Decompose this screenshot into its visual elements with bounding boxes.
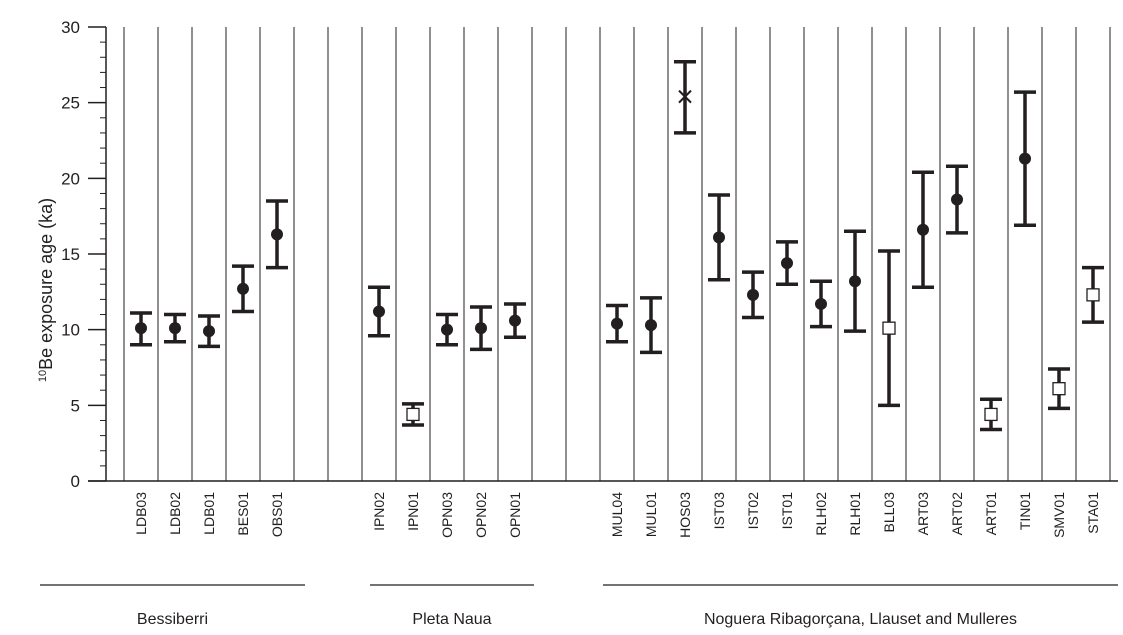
y-axis-title-text: Be exposure age (ka): [36, 198, 56, 370]
category-label: STA01: [1085, 492, 1101, 534]
y-tick-label: 10: [61, 321, 80, 340]
category-label: OBS01: [269, 492, 285, 537]
sample-bes01: [232, 264, 254, 314]
sample-art02: [946, 164, 968, 235]
sample-opn03: [436, 312, 458, 347]
category-label: ART03: [915, 492, 931, 536]
y-tick-label: 30: [61, 18, 80, 37]
data-point-open: [984, 407, 998, 422]
data-point-filled: [509, 314, 521, 327]
data-point-filled: [611, 317, 623, 330]
category-label: MUL04: [609, 492, 625, 537]
data-point-filled: [1019, 152, 1031, 165]
sample-obs01: [266, 199, 288, 270]
data-series: [130, 60, 1104, 432]
category-label: BLL03: [881, 492, 897, 533]
category-label: LDB02: [167, 492, 183, 535]
y-tick-label: 25: [61, 94, 80, 113]
category-label: MUL01: [643, 492, 659, 537]
sample-ldb02: [164, 312, 186, 344]
category-label: IST02: [745, 492, 761, 530]
y-tick-label: 20: [61, 169, 80, 188]
data-point-filled: [373, 305, 385, 318]
data-point-filled: [815, 297, 827, 310]
data-point-filled: [475, 322, 487, 335]
data-point-filled: [237, 282, 249, 295]
sample-ipn02: [368, 285, 390, 338]
category-label: BES01: [235, 492, 251, 536]
category-label: IPN01: [405, 492, 421, 531]
category-labels: LDB03 LDB02 LDB01 BES01 OBS01 IPN02 IPN01 OPN03…: [133, 492, 1101, 538]
data-point-open: [882, 321, 896, 335]
y-tick-label: 15: [61, 245, 80, 264]
sample-ist01: [776, 240, 798, 287]
data-point-open: [406, 407, 420, 422]
data-point-filled: [441, 323, 453, 336]
sample-ldb01: [198, 314, 220, 349]
data-point-filled: [645, 319, 657, 332]
sample-mul01: [640, 296, 662, 355]
category-label: OPN02: [473, 492, 489, 538]
category-label: LDB03: [133, 492, 149, 535]
category-label: SMV01: [1051, 492, 1067, 538]
sample-ldb03: [130, 311, 152, 347]
sample-rlh01: [844, 229, 866, 333]
data-point-cross: [678, 89, 692, 104]
sample-opn01: [504, 302, 526, 339]
cross-stroke: [678, 89, 692, 104]
category-label: RLH02: [813, 492, 829, 536]
data-point-filled: [849, 275, 861, 288]
category-label: RLH01: [847, 492, 863, 536]
group-label: Noguera Ribagorçana, Llauset and Mullere…: [704, 611, 1017, 628]
data-point-filled: [781, 257, 793, 270]
sample-ist03: [708, 193, 730, 282]
grid-lines: [123, 27, 1111, 481]
sample-bll03: [878, 249, 900, 408]
category-label: IST03: [711, 492, 727, 530]
data-point-filled: [951, 193, 963, 206]
category-label: OPN01: [507, 492, 523, 538]
sample-mul04: [606, 303, 628, 344]
y-axis-title: 10Be exposure age (ka): [36, 198, 56, 382]
data-point-open: [1052, 382, 1066, 396]
category-label: TIN01: [1017, 492, 1033, 530]
category-label: ART01: [983, 492, 999, 536]
y-tick-label: 0: [71, 472, 80, 491]
y-axis: [88, 26, 1118, 482]
group-label: Bessiberri: [137, 611, 208, 628]
data-point-filled: [203, 325, 215, 338]
sample-tin01: [1014, 90, 1036, 227]
category-label: HOS03: [677, 492, 693, 538]
data-point-filled: [917, 223, 929, 236]
y-axis-title-superscript: 10: [37, 370, 49, 382]
category-label: OPN03: [439, 492, 455, 538]
sample-sta01: [1082, 265, 1104, 324]
sample-rlh02: [810, 279, 832, 329]
data-point-filled: [135, 322, 147, 335]
data-point-open: [1086, 288, 1100, 302]
data-point-filled: [271, 228, 283, 241]
sample-hos03: [674, 60, 696, 135]
group-label: Pleta Naua: [412, 611, 491, 628]
data-point-filled: [713, 231, 725, 244]
sample-smv01: [1048, 367, 1070, 411]
data-point-filled: [169, 322, 181, 335]
sample-opn02: [470, 305, 492, 352]
category-label: LDB01: [201, 492, 217, 535]
sample-ipn01: [402, 402, 424, 427]
sample-art01: [980, 397, 1002, 432]
y-tick-labels: 0 5 10 15 20 25 30: [61, 18, 80, 491]
y-tick-label: 5: [71, 396, 80, 415]
data-point-filled: [747, 288, 759, 301]
category-label: IPN02: [371, 492, 387, 531]
group-labels: Bessiberri Pleta Naua Noguera Ribagorçana,…: [40, 584, 1118, 628]
sample-ist02: [742, 270, 764, 320]
sample-art03: [912, 170, 934, 290]
category-label: ART02: [949, 492, 965, 536]
category-label: IST01: [779, 492, 795, 530]
